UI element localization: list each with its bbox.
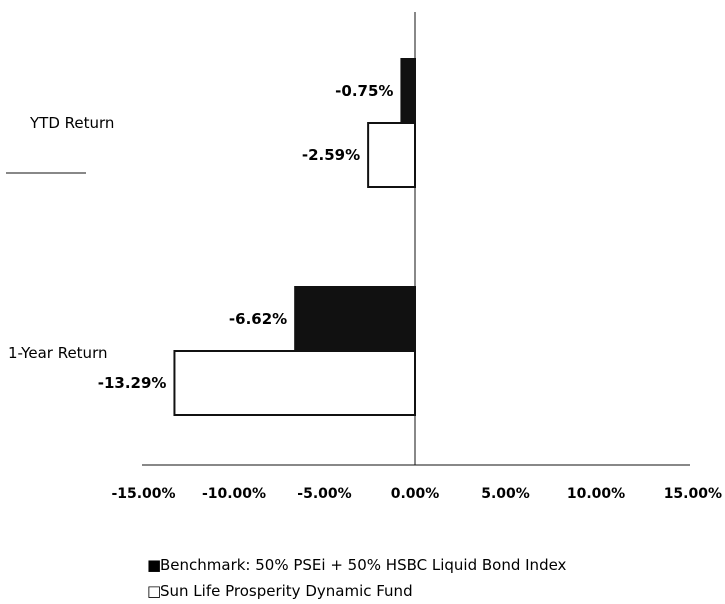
x-tick-label: 15.00% — [664, 486, 722, 502]
legend-label-benchmark: Benchmark: 50% PSEi + 50% HSBC Liquid Bo… — [160, 556, 567, 574]
x-tick-label: -15.00% — [111, 486, 175, 502]
x-tick-label: -10.00% — [202, 486, 266, 502]
x-tick-label: 10.00% — [567, 486, 625, 502]
legend-marker-fund: □ — [147, 582, 161, 600]
legend: ■ Benchmark: 50% PSEi + 50% HSBC Liquid … — [147, 556, 567, 600]
legend-marker-benchmark: ■ — [147, 556, 161, 574]
data-label-series-0-category-0: -0.75% — [335, 82, 393, 100]
category-label-1-year: 1-Year Return — [8, 344, 107, 362]
category-label-ytd: YTD Return — [29, 114, 114, 132]
bar-series-0-category-1 — [294, 286, 417, 352]
data-label-series-0-category-1: -6.62% — [229, 310, 287, 328]
bar-series-0-category-0 — [400, 58, 416, 124]
data-label-series-1-category-1: -13.29% — [98, 374, 167, 392]
chart-marks: -0.75% -2.59% -6.62% -13.29% — [98, 58, 417, 416]
data-label-series-1-category-0: -2.59% — [302, 146, 360, 164]
legend-label-fund: Sun Life Prosperity Dynamic Fund — [160, 582, 413, 600]
bar-series-1-category-1 — [173, 350, 416, 416]
x-tick-label: -5.00% — [297, 486, 351, 502]
x-tick-labels: -15.00% -10.00% -5.00% 0.00% 5.00% 10.00% 15.0… — [111, 486, 722, 502]
bar-series-1-category-0 — [367, 122, 417, 188]
x-tick-label: 5.00% — [481, 486, 530, 502]
x-tick-label: 0.00% — [391, 486, 440, 502]
